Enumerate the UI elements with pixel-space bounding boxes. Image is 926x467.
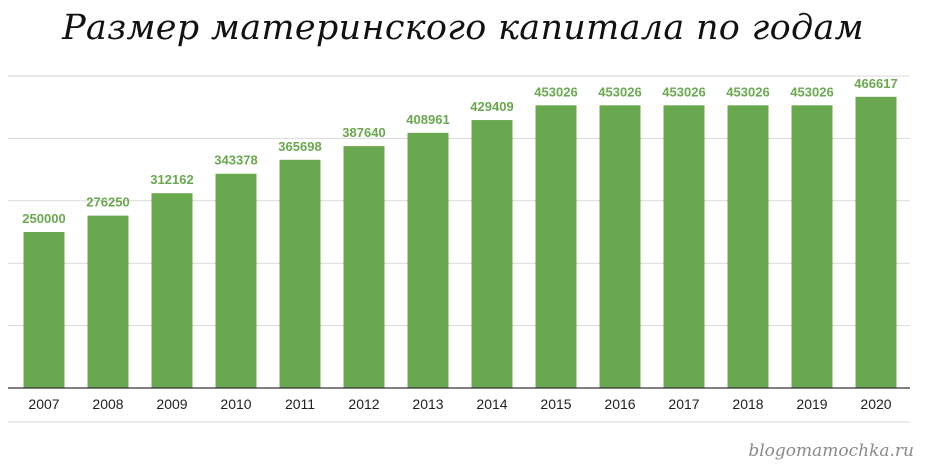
- data-label: 312162: [150, 172, 193, 187]
- x-tick-label: 2014: [476, 396, 507, 412]
- data-label: 429409: [470, 99, 513, 114]
- data-label: 453026: [790, 84, 833, 99]
- x-tick-label: 2011: [285, 396, 315, 412]
- data-label: 387640: [342, 125, 385, 140]
- x-tick-label: 2018: [732, 396, 763, 412]
- bar: [343, 146, 385, 388]
- data-label: 466617: [854, 76, 897, 91]
- data-label: 408961: [406, 112, 449, 127]
- x-tick-label: 2015: [540, 396, 571, 412]
- bar: [23, 232, 65, 388]
- bar: [791, 105, 833, 389]
- bar: [407, 132, 449, 388]
- gridlines: [8, 75, 910, 327]
- bar: [151, 193, 193, 388]
- x-tick-label: 2017: [668, 396, 699, 412]
- bar: [535, 105, 577, 389]
- data-label: 276250: [86, 195, 129, 210]
- x-tick-label: 2013: [412, 396, 443, 412]
- chart-title: Размер материнского капитала по годам: [62, 8, 864, 48]
- bars: [23, 96, 897, 389]
- bar: [215, 173, 257, 388]
- bar: [471, 120, 513, 389]
- bar: [599, 105, 641, 389]
- x-tick-label: 2009: [156, 396, 187, 412]
- data-label: 365698: [278, 139, 321, 154]
- x-tick-label: 2020: [860, 396, 891, 412]
- bar: [663, 105, 705, 389]
- data-label: 453026: [726, 84, 769, 99]
- data-label: 453026: [662, 84, 705, 99]
- data-labels: 250000 276250 312162 343378 365698 387640 4089…: [22, 76, 897, 226]
- x-axis: 2007 2008 2009 2010 2011 2012 2013 2014 2015 2016…: [8, 387, 910, 423]
- x-tick-label: 2016: [604, 396, 635, 412]
- data-label: 453026: [598, 84, 641, 99]
- x-tick-label: 2007: [28, 396, 59, 412]
- x-tick-label: 2019: [796, 396, 827, 412]
- bar: [87, 215, 129, 388]
- bar: [279, 159, 321, 388]
- x-tick-label: 2008: [92, 396, 123, 412]
- data-label: 250000: [22, 211, 65, 226]
- watermark: blogomamochka.ru: [748, 441, 914, 461]
- bar: [727, 105, 769, 389]
- bar: [855, 96, 897, 388]
- data-label: 453026: [534, 84, 577, 99]
- x-tick-label: 2010: [220, 396, 251, 412]
- x-tick-label: 2012: [348, 396, 379, 412]
- data-label: 343378: [214, 153, 257, 168]
